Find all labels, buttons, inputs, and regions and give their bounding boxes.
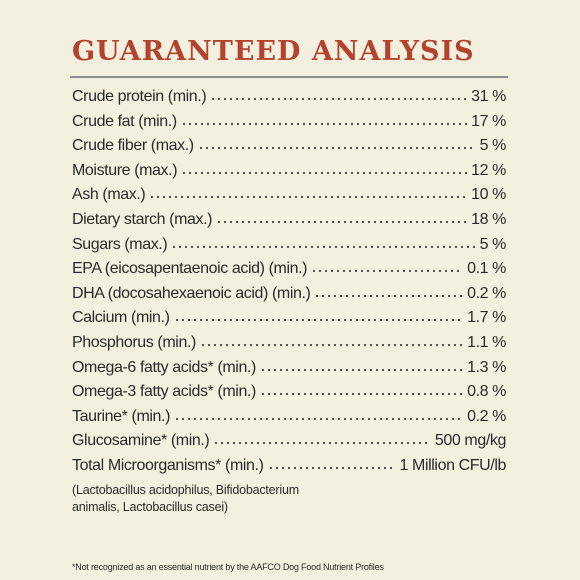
analysis-row: Total Microorganisms* (min.) 1 Million CF… bbox=[72, 457, 506, 482]
analysis-list: Crude protein (min.) 31 % Crude fat (min.)… bbox=[72, 88, 506, 516]
analysis-row: Calcium (min.) 1.7 % bbox=[72, 309, 506, 334]
analysis-row: Sugars (max.) 5 % bbox=[72, 236, 506, 261]
nutrient-value: 0.2 % bbox=[467, 407, 506, 425]
dot-leader bbox=[259, 367, 464, 372]
dot-leader bbox=[213, 441, 431, 446]
nutrient-value: 31 % bbox=[471, 88, 506, 105]
nutrient-label: Moisture (max.) bbox=[72, 161, 178, 179]
nutrient-value: 10 % bbox=[471, 186, 506, 204]
analysis-row: Omega-6 fatty acids* (min.) 1.3 % bbox=[72, 359, 506, 384]
dot-leader bbox=[314, 293, 464, 298]
nutrient-value: 5 % bbox=[479, 235, 507, 253]
nutrient-label: Dietary starch (max.) bbox=[72, 210, 213, 228]
nutrient-value: 5 % bbox=[479, 137, 507, 155]
nutrient-label: Phosphorus (min.) bbox=[72, 333, 196, 351]
nutrient-value: 1 Million CFU/lb bbox=[399, 456, 506, 474]
nutrient-label: Crude protein (min.) bbox=[72, 88, 207, 105]
analysis-row: Phosphorus (min.) 1.1 % bbox=[72, 334, 506, 359]
nutrient-label: Total Microorganisms* (min.) bbox=[72, 456, 264, 474]
nutrient-value: 0.2 % bbox=[467, 284, 506, 302]
dot-leader bbox=[216, 219, 468, 224]
nutrient-label: Crude fiber (max.) bbox=[72, 137, 194, 155]
analysis-row: EPA (eicosapentaenoic acid) (min.) 0.1 % bbox=[72, 260, 506, 285]
footnote: *Not recognized as an essential nutrient… bbox=[72, 562, 384, 572]
analysis-row: DHA (docosahexaenoic acid) (min.) 0.2 % bbox=[72, 285, 506, 310]
dot-leader bbox=[149, 195, 468, 200]
nutrient-value: 1.7 % bbox=[467, 309, 506, 327]
dot-leader bbox=[311, 269, 464, 274]
title-rule bbox=[70, 76, 508, 78]
analysis-row: Omega-3 fatty acids* (min.) 0.8 % bbox=[72, 383, 506, 408]
dot-leader bbox=[171, 244, 476, 249]
nutrient-value: 12 % bbox=[471, 161, 506, 179]
nutrient-value: 1.1 % bbox=[467, 333, 506, 351]
dot-leader bbox=[210, 97, 468, 101]
nutrient-value: 0.8 % bbox=[467, 383, 506, 401]
nutrient-label: Crude fat (min.) bbox=[72, 112, 177, 130]
nutrient-label: Ash (max.) bbox=[72, 186, 146, 204]
nutrient-label: DHA (docosahexaenoic acid) (min.) bbox=[72, 284, 311, 302]
dot-leader bbox=[199, 342, 464, 347]
nutrient-label: Taurine* (min.) bbox=[72, 407, 171, 425]
nutrient-label: Sugars (max.) bbox=[72, 235, 168, 253]
analysis-row: Dietary starch (max.) 18 % bbox=[72, 211, 506, 236]
analysis-row: Glucosamine* (min.) 500 mg/kg bbox=[72, 432, 506, 457]
analysis-row: Ash (max.) 10 % bbox=[72, 186, 506, 211]
nutrient-label: EPA (eicosapentaenoic acid) (min.) bbox=[72, 260, 308, 278]
dot-leader bbox=[181, 170, 468, 175]
analysis-row: Crude fiber (max.) 5 % bbox=[72, 137, 506, 162]
dot-leader bbox=[259, 392, 464, 397]
analysis-row: Taurine* (min.) 0.2 % bbox=[72, 408, 506, 433]
nutrient-value: 500 mg/kg bbox=[434, 432, 507, 450]
analysis-row: Moisture (max.) 12 % bbox=[72, 162, 506, 187]
nutrient-value: 17 % bbox=[471, 112, 506, 130]
note: (Lactobacillus acidophilus, Bifidobacter… bbox=[72, 482, 299, 514]
dot-leader bbox=[180, 121, 468, 126]
dot-leader bbox=[174, 416, 464, 421]
nutrient-label: Calcium (min.) bbox=[72, 309, 170, 327]
analysis-row: Crude protein (min.) 31 % bbox=[72, 88, 506, 113]
nutrient-label: Glucosamine* (min.) bbox=[72, 432, 210, 450]
nutrient-value: 18 % bbox=[471, 210, 506, 228]
dot-leader bbox=[173, 318, 464, 323]
dot-leader bbox=[267, 465, 396, 470]
nutrient-label: Omega-3 fatty acids* (min.) bbox=[72, 383, 256, 401]
analysis-row: Crude fat (min.) 17 % bbox=[72, 113, 506, 138]
title: GUARANTEED ANALYSIS bbox=[72, 36, 475, 67]
nutrient-label: Omega-6 fatty acids* (min.) bbox=[72, 358, 256, 376]
nutrient-value: 1.3 % bbox=[467, 358, 506, 376]
dot-leader bbox=[197, 146, 476, 151]
nutrient-value: 0.1 % bbox=[467, 260, 506, 278]
